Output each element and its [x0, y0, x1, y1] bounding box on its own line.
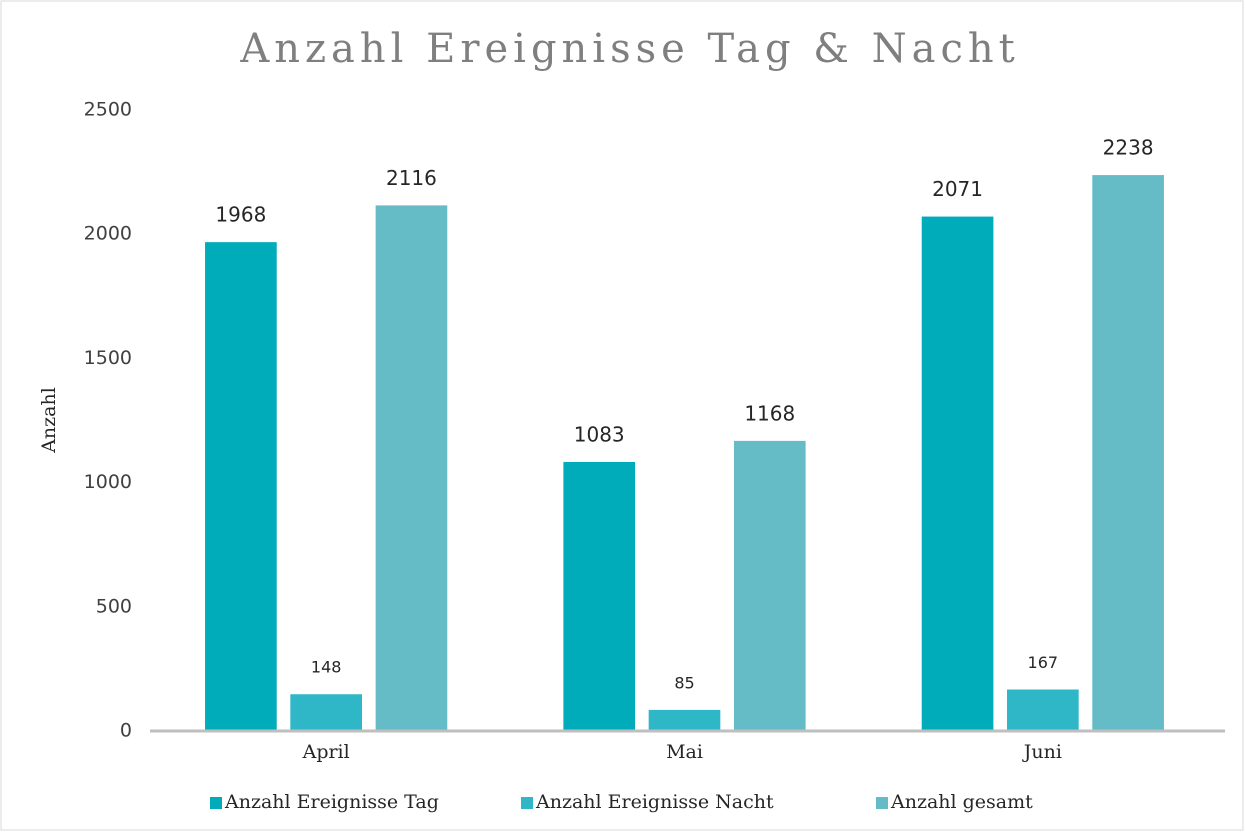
bar — [290, 694, 362, 731]
y-tick-label: 0 — [120, 720, 132, 742]
data-label: 2116 — [386, 166, 437, 190]
bar — [921, 216, 994, 731]
data-label: 167 — [1028, 653, 1059, 672]
y-tick-label: 500 — [96, 595, 132, 617]
data-label: 85 — [674, 673, 694, 692]
y-tick-label: 2500 — [84, 99, 132, 121]
data-label: 1968 — [215, 203, 266, 227]
y-tick-label: 1500 — [84, 347, 132, 369]
x-tick-label: April — [302, 741, 350, 763]
data-label: 2071 — [932, 177, 983, 201]
legend-label: Anzahl Ereignisse Tag — [224, 791, 439, 813]
legend-swatch — [210, 797, 222, 809]
x-tick-label: Juni — [1022, 741, 1062, 763]
y-tick-label: 1000 — [84, 471, 132, 493]
legend-swatch — [521, 797, 533, 809]
x-tick-label: Mai — [666, 741, 703, 763]
y-tick-label: 2000 — [84, 223, 132, 245]
data-label: 1083 — [574, 422, 625, 446]
legend-label: Anzahl gesamt — [890, 791, 1033, 813]
data-label: 2238 — [1103, 136, 1154, 160]
bar — [205, 242, 277, 731]
chart-title: Anzahl Ereignisse Tag & Nacht — [239, 26, 1019, 72]
bar — [648, 709, 721, 731]
bar — [375, 205, 448, 731]
y-axis-label: Anzahl — [38, 387, 60, 454]
bar — [563, 461, 636, 731]
legend-swatch — [876, 797, 888, 809]
data-label: 148 — [311, 658, 342, 677]
bar — [733, 440, 806, 731]
legend-label: Anzahl Ereignisse Nacht — [535, 791, 774, 813]
data-label: 1168 — [744, 401, 795, 425]
bar — [1007, 689, 1079, 731]
bar — [1092, 175, 1164, 731]
